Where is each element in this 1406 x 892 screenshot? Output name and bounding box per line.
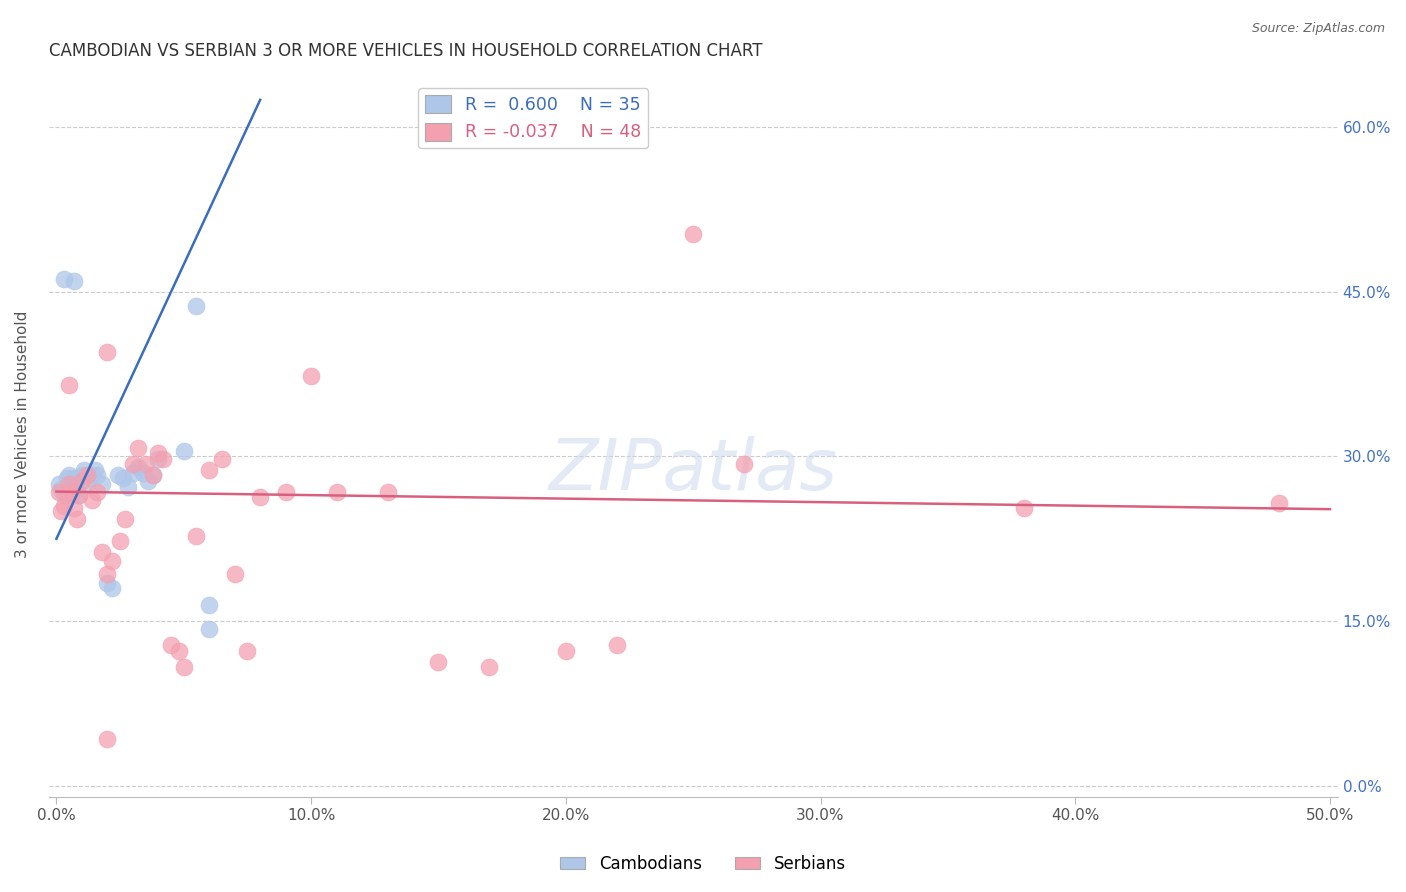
Point	[66, 512, 89, 526]
Point	[67, 488, 90, 502]
Point	[58, 477, 80, 491]
Y-axis label: 3 or more Vehicles in Household: 3 or more Vehicles in Household	[15, 311, 30, 558]
Point	[160, 638, 183, 652]
Point	[167, 644, 190, 658]
Point	[60, 484, 83, 499]
Text: Source: ZipAtlas.com: Source: ZipAtlas.com	[1251, 22, 1385, 36]
Point	[121, 457, 143, 471]
Point	[91, 545, 114, 559]
Point	[274, 484, 297, 499]
Point	[224, 566, 246, 581]
Point	[80, 493, 103, 508]
Point	[86, 468, 108, 483]
Point	[117, 480, 139, 494]
Point	[606, 638, 628, 652]
Point	[55, 471, 77, 485]
Point	[70, 468, 93, 483]
Point	[96, 731, 118, 746]
Point	[186, 528, 208, 542]
Point	[83, 463, 105, 477]
Point	[236, 644, 259, 658]
Point	[173, 444, 195, 458]
Point	[1014, 501, 1036, 516]
Point	[63, 501, 86, 516]
Point	[152, 451, 174, 466]
Point	[70, 474, 93, 488]
Point	[108, 533, 131, 548]
Point	[55, 488, 77, 502]
Point	[51, 483, 73, 497]
Point	[76, 468, 98, 483]
Point	[63, 274, 86, 288]
Point	[148, 446, 170, 460]
Point	[135, 457, 157, 471]
Point	[1268, 495, 1291, 509]
Point	[682, 227, 704, 241]
Point	[554, 98, 576, 112]
Point	[136, 474, 159, 488]
Point	[121, 466, 143, 480]
Point	[86, 484, 108, 499]
Point	[427, 655, 450, 669]
Point	[63, 471, 86, 485]
Point	[198, 463, 221, 477]
Legend: R =  0.600    N = 35, R = -0.037    N = 48: R = 0.600 N = 35, R = -0.037 N = 48	[419, 88, 648, 148]
Point	[186, 299, 208, 313]
Point	[58, 378, 80, 392]
Point	[60, 475, 83, 489]
Point	[107, 468, 129, 483]
Point	[53, 488, 76, 502]
Point	[142, 468, 165, 483]
Point	[211, 451, 233, 466]
Text: ZIPatlas: ZIPatlas	[548, 436, 838, 505]
Point	[101, 581, 124, 595]
Point	[198, 598, 221, 612]
Point	[377, 484, 399, 499]
Point	[53, 499, 76, 513]
Point	[325, 484, 347, 499]
Point	[48, 477, 70, 491]
Point	[114, 512, 136, 526]
Point	[66, 483, 89, 497]
Point	[554, 644, 576, 658]
Point	[142, 468, 165, 483]
Point	[96, 345, 118, 359]
Text: CAMBODIAN VS SERBIAN 3 OR MORE VEHICLES IN HOUSEHOLD CORRELATION CHART: CAMBODIAN VS SERBIAN 3 OR MORE VEHICLES …	[49, 42, 762, 60]
Point	[79, 471, 101, 485]
Point	[249, 490, 271, 504]
Point	[67, 488, 90, 502]
Point	[91, 477, 114, 491]
Point	[96, 575, 118, 590]
Point	[58, 468, 80, 483]
Point	[478, 660, 501, 674]
Point	[733, 457, 755, 471]
Point	[148, 451, 170, 466]
Point	[80, 468, 103, 483]
Legend: Cambodians, Serbians: Cambodians, Serbians	[554, 848, 852, 880]
Point	[96, 566, 118, 581]
Point	[73, 463, 96, 477]
Point	[127, 460, 149, 475]
Point	[76, 477, 98, 491]
Point	[127, 441, 149, 455]
Point	[299, 369, 322, 384]
Point	[53, 271, 76, 285]
Point	[132, 466, 155, 480]
Point	[111, 471, 134, 485]
Point	[173, 660, 195, 674]
Point	[48, 484, 70, 499]
Point	[198, 622, 221, 636]
Point	[51, 504, 73, 518]
Point	[101, 554, 124, 568]
